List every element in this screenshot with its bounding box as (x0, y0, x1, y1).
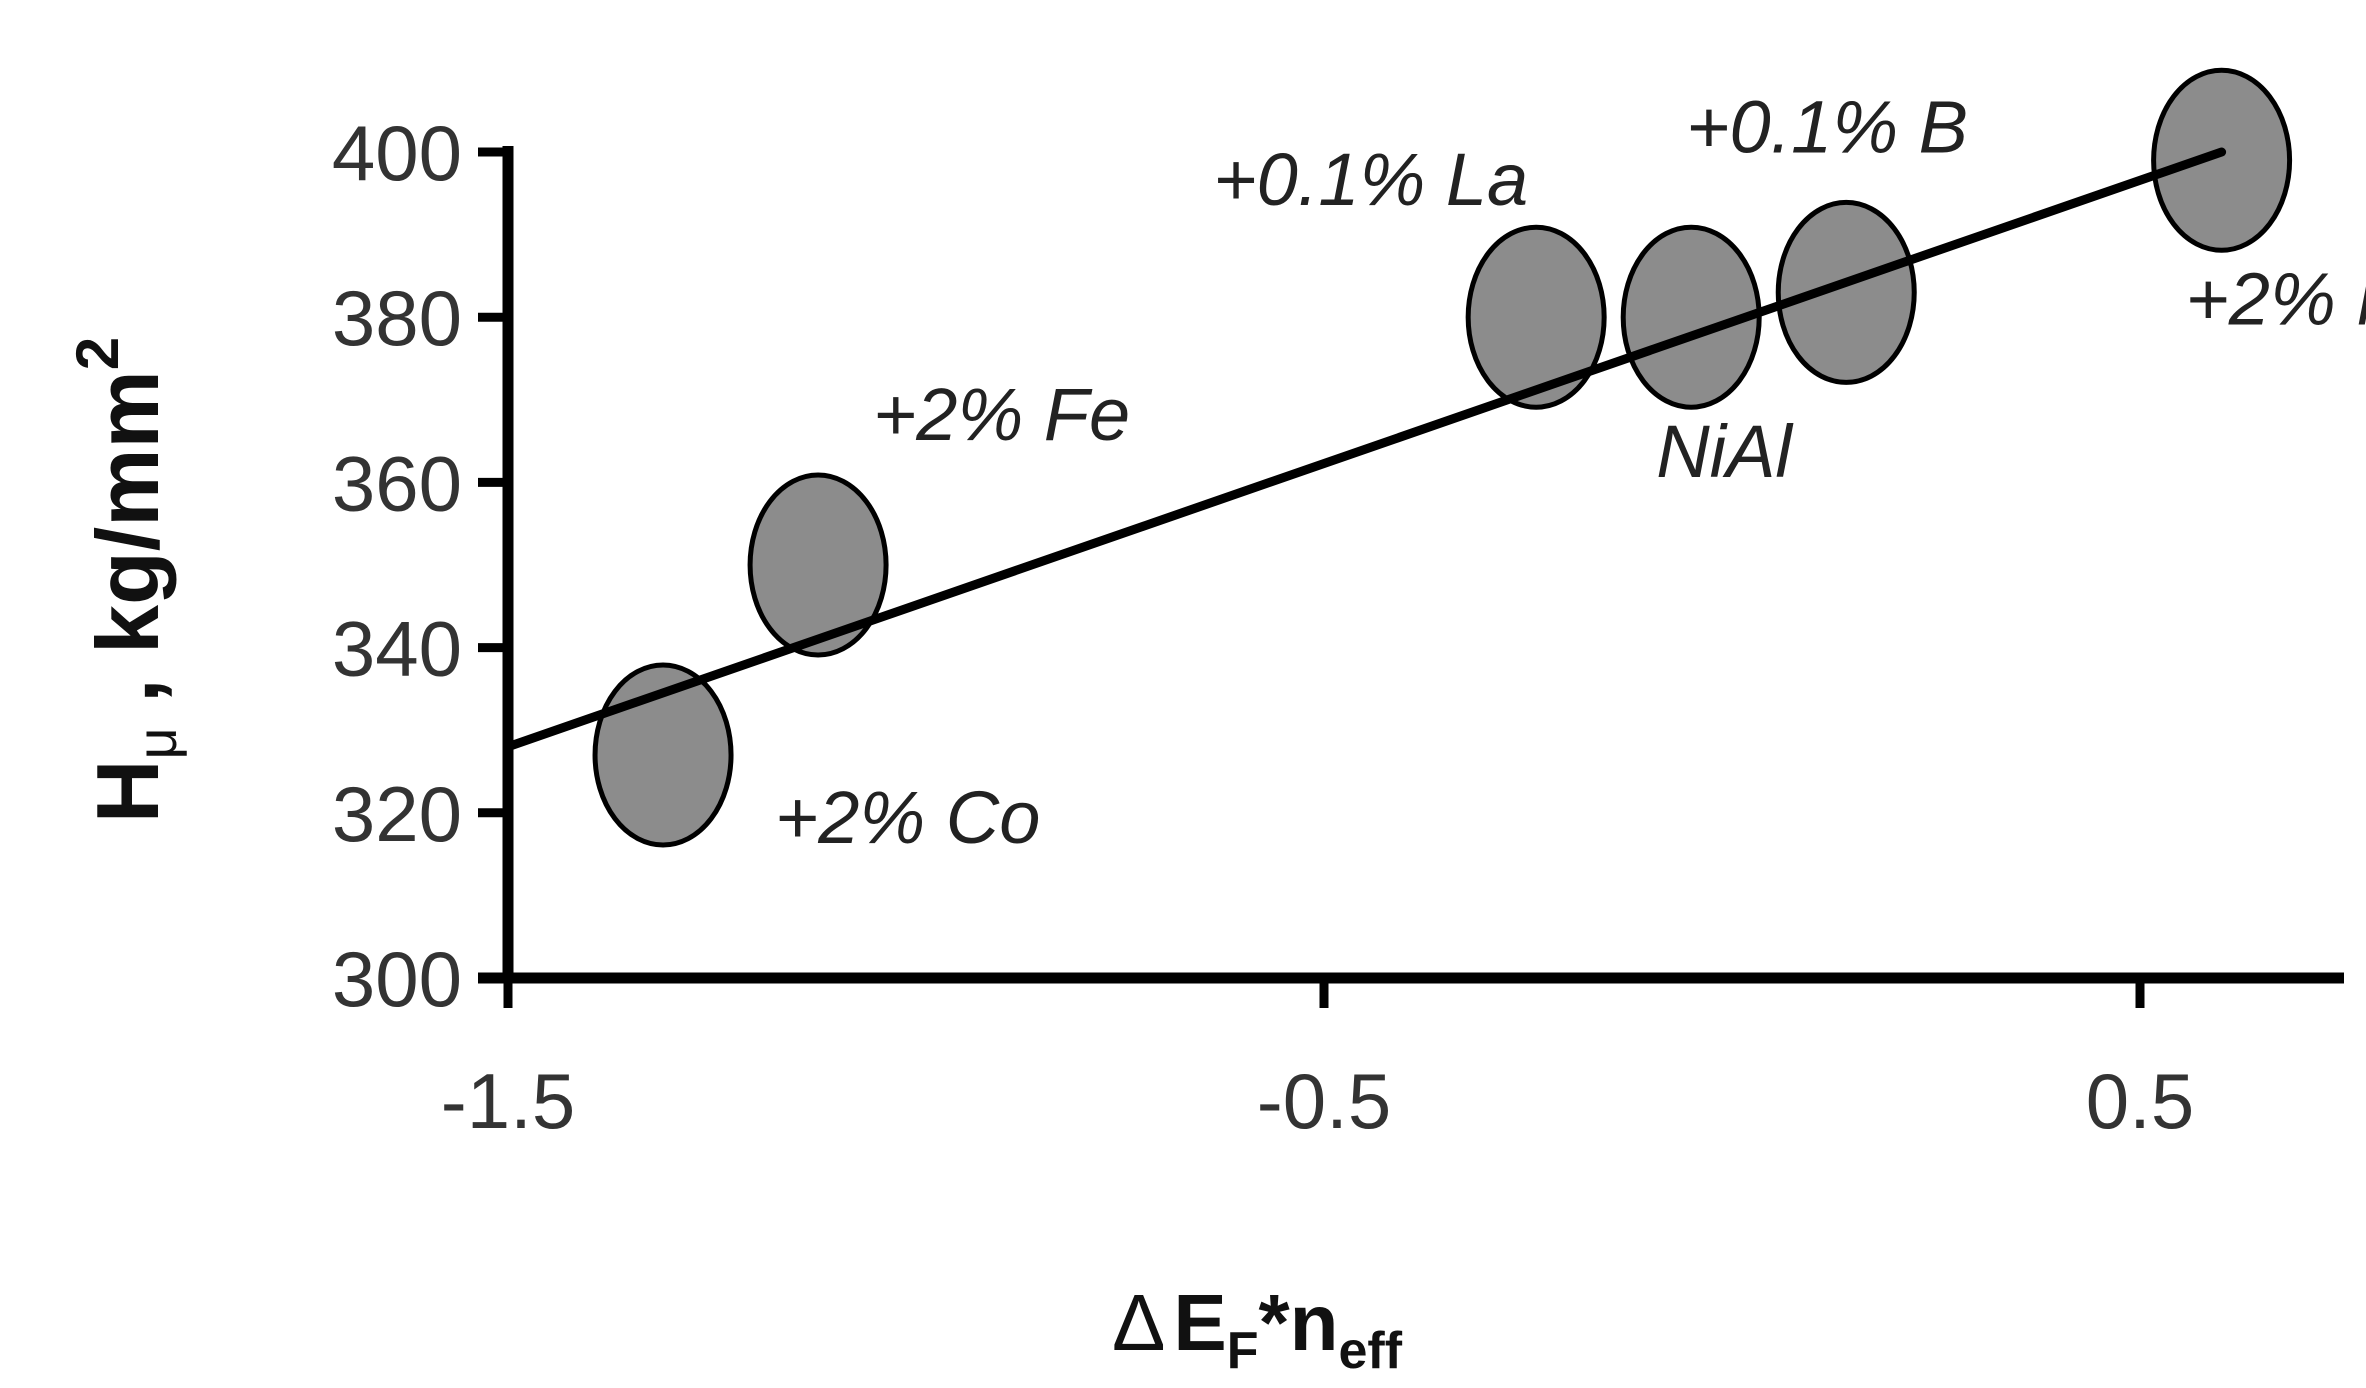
x-axis-title-delta: Δ (1112, 1278, 1165, 1367)
x-tick-label: 0.5 (2086, 1057, 2194, 1145)
x-axis-title-sub2: eff (1339, 1322, 1403, 1380)
x-tick-label: -1.5 (441, 1057, 575, 1145)
trend-line (503, 147, 2227, 752)
point-label: +0.1% La (1213, 138, 1528, 221)
y-axis-title-sub: μ (125, 727, 188, 759)
point-label: +2% Fe (873, 373, 1130, 456)
point-label: +0.1% B (1686, 85, 1968, 168)
y-tick-label: 300 (332, 935, 462, 1023)
y-axis-title: Hμ , kg/mm2 (64, 337, 188, 823)
y-tick-label: 340 (332, 605, 462, 693)
y-tick-label: 320 (332, 770, 462, 858)
x-axis-title-sub1: F (1227, 1322, 1259, 1380)
y-axis-title-main: H (78, 760, 177, 824)
data-point (1465, 224, 1607, 410)
data-point (592, 662, 734, 848)
x-axis-title-main: E (1173, 1278, 1226, 1367)
y-axis-title-rest: , kg/mm (78, 370, 177, 727)
y-axis-title-sup: 2 (64, 337, 131, 370)
data-point (1775, 199, 1917, 385)
point-label: +2% Co (775, 776, 1040, 859)
x-axis-title-mid: *n (1259, 1278, 1339, 1367)
point-label: NiAl (1656, 410, 1794, 493)
x-tick-label: -0.5 (1257, 1057, 1391, 1145)
y-tick-label: 380 (332, 274, 462, 362)
data-point (747, 472, 889, 658)
point-labels: +2% Co +2% Fe +0.1% La NiAl +0.1% B +2% Mo (775, 85, 2366, 859)
y-tick-label: 400 (332, 109, 462, 197)
x-axis-title: Δ EF*neff (1112, 1278, 1403, 1380)
point-label: +2% Mo (2186, 257, 2366, 340)
y-tick-label: 360 (332, 439, 462, 527)
axis-ticks: 300 320 340 360 380 400 -1.5 -0.5 0.5 (332, 109, 2194, 1145)
data-point (2151, 67, 2293, 253)
